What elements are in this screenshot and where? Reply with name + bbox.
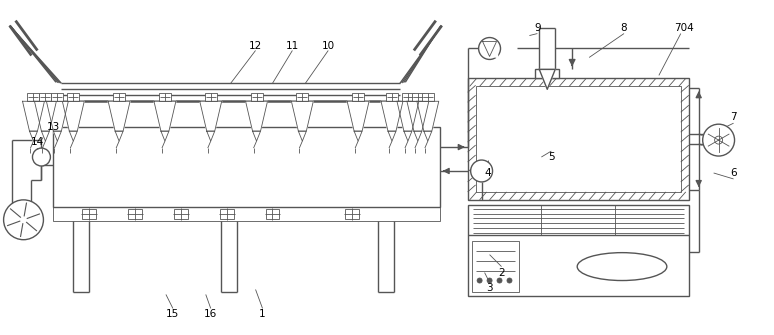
Text: 1: 1 <box>259 310 265 319</box>
Bar <box>467 78 689 200</box>
Polygon shape <box>245 101 268 131</box>
Circle shape <box>507 278 512 283</box>
Text: 704: 704 <box>674 22 694 32</box>
Text: 7: 7 <box>730 112 737 122</box>
Bar <box>265 209 279 219</box>
Polygon shape <box>381 101 403 131</box>
Bar <box>39 93 51 101</box>
Bar <box>536 69 559 78</box>
Bar <box>345 209 359 219</box>
Polygon shape <box>388 131 396 141</box>
Polygon shape <box>348 101 369 131</box>
Circle shape <box>471 160 492 182</box>
Bar <box>402 93 414 101</box>
Text: 3: 3 <box>486 283 493 293</box>
Circle shape <box>4 200 43 240</box>
Text: 12: 12 <box>249 41 262 51</box>
Polygon shape <box>481 48 498 58</box>
Polygon shape <box>46 101 68 131</box>
Bar <box>251 93 262 101</box>
Polygon shape <box>291 101 313 131</box>
Bar <box>471 241 519 292</box>
Polygon shape <box>417 101 439 131</box>
Text: 4: 4 <box>485 168 491 178</box>
Bar <box>82 209 96 219</box>
Text: 6: 6 <box>730 168 737 178</box>
Bar <box>412 93 424 101</box>
Polygon shape <box>200 101 221 131</box>
Polygon shape <box>42 131 50 141</box>
Circle shape <box>497 278 502 283</box>
Circle shape <box>33 148 50 166</box>
Text: 9: 9 <box>534 22 541 32</box>
Polygon shape <box>70 131 77 141</box>
Polygon shape <box>29 131 37 141</box>
Bar <box>128 209 142 219</box>
Polygon shape <box>22 101 44 131</box>
Polygon shape <box>108 101 130 131</box>
Bar <box>476 86 681 192</box>
Bar <box>386 93 398 101</box>
Text: 8: 8 <box>621 22 627 32</box>
Polygon shape <box>252 131 261 141</box>
Polygon shape <box>414 131 422 141</box>
Polygon shape <box>161 131 169 141</box>
Bar <box>296 93 308 101</box>
Polygon shape <box>154 101 176 131</box>
Bar <box>67 93 79 101</box>
Circle shape <box>477 278 482 283</box>
Bar <box>28 93 39 101</box>
Bar <box>159 93 171 101</box>
Text: 5: 5 <box>548 152 555 162</box>
Polygon shape <box>35 101 57 131</box>
Polygon shape <box>424 131 432 141</box>
Polygon shape <box>53 131 61 141</box>
Text: 15: 15 <box>166 310 180 319</box>
Ellipse shape <box>577 253 667 280</box>
Polygon shape <box>63 101 84 131</box>
Bar <box>220 209 234 219</box>
Polygon shape <box>404 131 412 141</box>
Bar <box>53 127 440 207</box>
Bar <box>113 93 125 101</box>
Polygon shape <box>539 69 555 89</box>
Text: 14: 14 <box>31 137 44 147</box>
Polygon shape <box>207 131 214 141</box>
Circle shape <box>703 124 735 156</box>
Text: 2: 2 <box>498 268 505 278</box>
Text: 13: 13 <box>46 122 60 132</box>
Bar <box>51 93 63 101</box>
Polygon shape <box>298 131 307 141</box>
Text: 10: 10 <box>322 41 335 51</box>
Text: 16: 16 <box>204 310 217 319</box>
Circle shape <box>478 38 501 59</box>
Circle shape <box>714 136 723 144</box>
Bar <box>422 93 433 101</box>
Bar <box>352 93 364 101</box>
Bar <box>205 93 217 101</box>
Bar <box>174 209 188 219</box>
Polygon shape <box>115 131 123 141</box>
Bar <box>53 207 440 221</box>
Polygon shape <box>397 101 419 131</box>
Circle shape <box>487 278 492 283</box>
Polygon shape <box>407 101 429 131</box>
Bar <box>467 205 689 296</box>
Polygon shape <box>354 131 362 141</box>
Text: 11: 11 <box>286 41 299 51</box>
